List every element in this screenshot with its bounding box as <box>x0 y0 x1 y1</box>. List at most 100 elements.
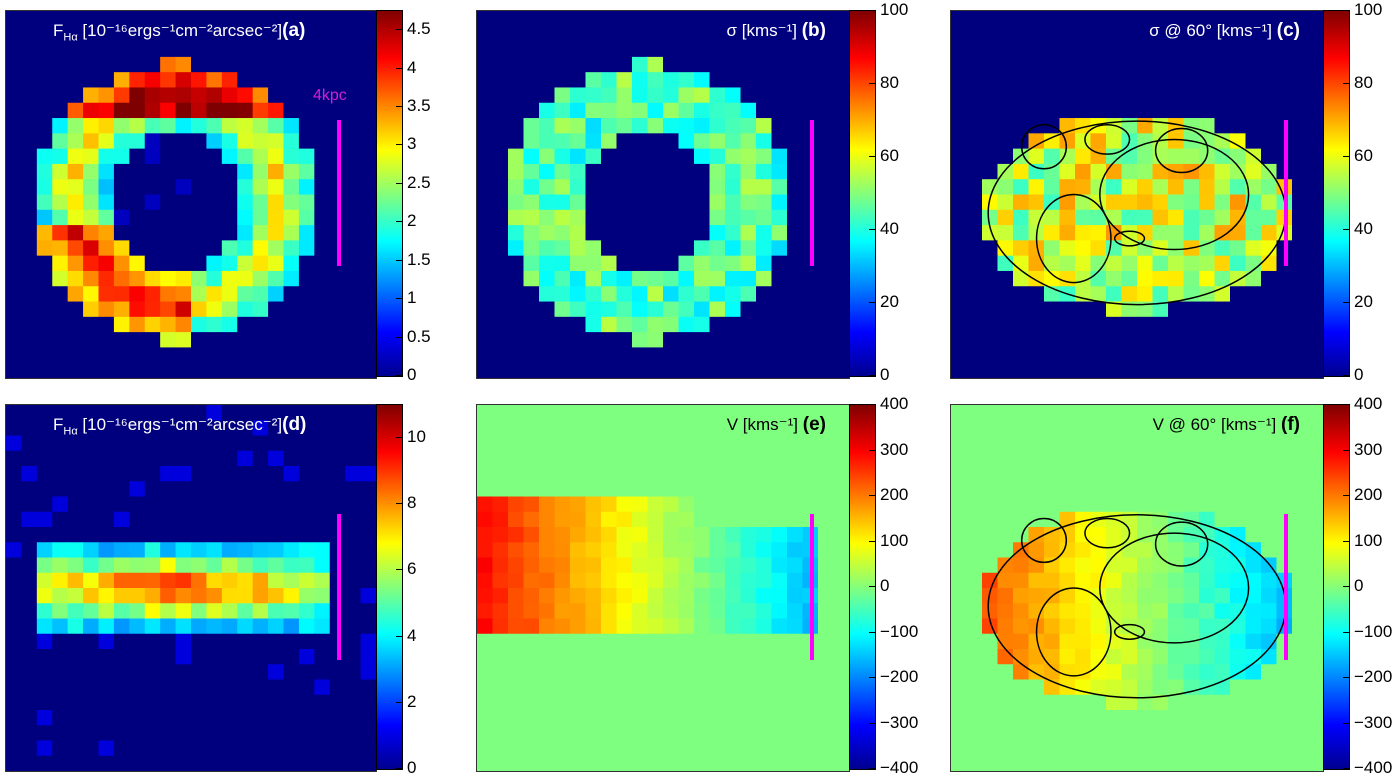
heatmap-cell <box>1230 332 1247 349</box>
heatmap-cell <box>709 405 726 421</box>
heatmap-cell <box>1168 347 1185 364</box>
heatmap-cell <box>21 163 38 180</box>
heatmap-cell <box>647 481 664 498</box>
heatmap-cell <box>523 72 540 89</box>
heatmap-cell <box>523 163 540 180</box>
heatmap-cell <box>191 603 208 620</box>
heatmap-cell <box>740 496 757 513</box>
heatmap-cell <box>585 694 602 711</box>
heatmap-cell <box>1183 481 1200 498</box>
heatmap-cell <box>585 572 602 589</box>
heatmap-cell <box>632 72 649 89</box>
heatmap-cell <box>1307 557 1323 574</box>
heatmap-cell <box>191 225 208 241</box>
heatmap-cell <box>982 694 999 711</box>
heatmap-cell <box>508 710 525 726</box>
heatmap-cell <box>1090 362 1107 378</box>
heatmap-cell <box>1044 56 1061 73</box>
colorbar-tick-label: 100 <box>880 0 909 19</box>
heatmap-cell <box>1199 301 1216 318</box>
heatmap-cell <box>678 209 695 226</box>
heatmap-cell <box>508 362 525 378</box>
heatmap-cell <box>787 649 804 665</box>
heatmap-cell <box>539 679 556 696</box>
heatmap-cell <box>113 316 130 333</box>
heatmap-cell <box>160 618 177 635</box>
heatmap-cell <box>1307 56 1323 73</box>
heatmap-cell <box>1292 209 1309 226</box>
heatmap-cell <box>802 740 819 757</box>
heatmap-cell <box>1307 527 1323 543</box>
heatmap-cell <box>206 694 223 711</box>
heatmap-cell <box>345 435 362 452</box>
heatmap-cell <box>345 225 362 241</box>
heatmap-cell <box>1183 118 1200 134</box>
heatmap-cell <box>268 118 285 134</box>
heatmap-cell <box>1059 270 1076 287</box>
heatmap-cell <box>740 572 757 589</box>
heatmap-cell <box>175 435 192 452</box>
heatmap-cell <box>1307 255 1323 272</box>
colorbar-tick-label: −200 <box>1354 667 1393 686</box>
heatmap-cell <box>1013 694 1030 711</box>
heatmap-cell <box>329 362 346 378</box>
heatmap-cell <box>725 87 742 104</box>
heatmap-cell <box>833 435 849 452</box>
heatmap-cell <box>237 56 254 73</box>
heatmap-cell <box>647 301 664 318</box>
heatmap-cell <box>818 148 835 165</box>
heatmap-cell <box>632 710 649 726</box>
heatmap-cell <box>787 118 804 134</box>
heatmap-cell <box>647 527 664 543</box>
heatmap-cell <box>21 511 38 528</box>
heatmap-cell <box>492 362 509 378</box>
heatmap-cell <box>314 618 331 635</box>
heatmap-cell <box>802 102 819 119</box>
heatmap-cell <box>1183 496 1200 513</box>
heatmap-cell <box>833 362 849 378</box>
heatmap-cell <box>725 255 742 272</box>
heatmap-cell <box>694 194 711 211</box>
heatmap-cell <box>252 572 269 589</box>
heatmap-cell <box>663 347 680 364</box>
heatmap-cell <box>268 225 285 241</box>
heatmap-cell <box>570 572 587 589</box>
heatmap-cell <box>314 542 331 559</box>
heatmap-cell <box>206 527 223 543</box>
heatmap-cell <box>1214 301 1231 318</box>
heatmap-cell <box>1214 163 1231 180</box>
heatmap-cell <box>802 481 819 498</box>
heatmap-cell <box>298 148 315 165</box>
heatmap-cell <box>314 255 331 272</box>
heatmap-cell <box>771 755 788 771</box>
heatmap-cell <box>1183 209 1200 226</box>
heatmap-cell <box>98 26 115 43</box>
heatmap-cell <box>1044 11 1061 27</box>
heatmap-cell <box>129 572 146 589</box>
heatmap-cell <box>585 405 602 421</box>
heatmap-cell <box>756 102 773 119</box>
heatmap-cell <box>787 286 804 303</box>
heatmap-cell <box>314 133 331 150</box>
heatmap-cell <box>160 725 177 742</box>
heatmap-cell <box>539 420 556 437</box>
heatmap-cell <box>1214 496 1231 513</box>
heatmap-cell <box>539 209 556 226</box>
heatmap-cell <box>818 163 835 180</box>
heatmap-cell <box>771 664 788 681</box>
heatmap-cell <box>175 542 192 559</box>
heatmap-cell <box>283 301 300 318</box>
heatmap-cell <box>601 572 618 589</box>
heatmap-cell <box>6 511 23 528</box>
heatmap-cell <box>818 133 835 150</box>
heatmap-cell <box>802 435 819 452</box>
heatmap-cell <box>477 87 494 104</box>
heatmap-cell <box>283 56 300 73</box>
colorbar-tick-label: 400 <box>880 394 909 413</box>
heatmap-cell <box>570 710 587 726</box>
heatmap-cell <box>6 255 23 272</box>
heatmap-cell <box>570 527 587 543</box>
heatmap-cell <box>771 725 788 742</box>
heatmap-cell <box>647 133 664 150</box>
heatmap-cell <box>1168 362 1185 378</box>
